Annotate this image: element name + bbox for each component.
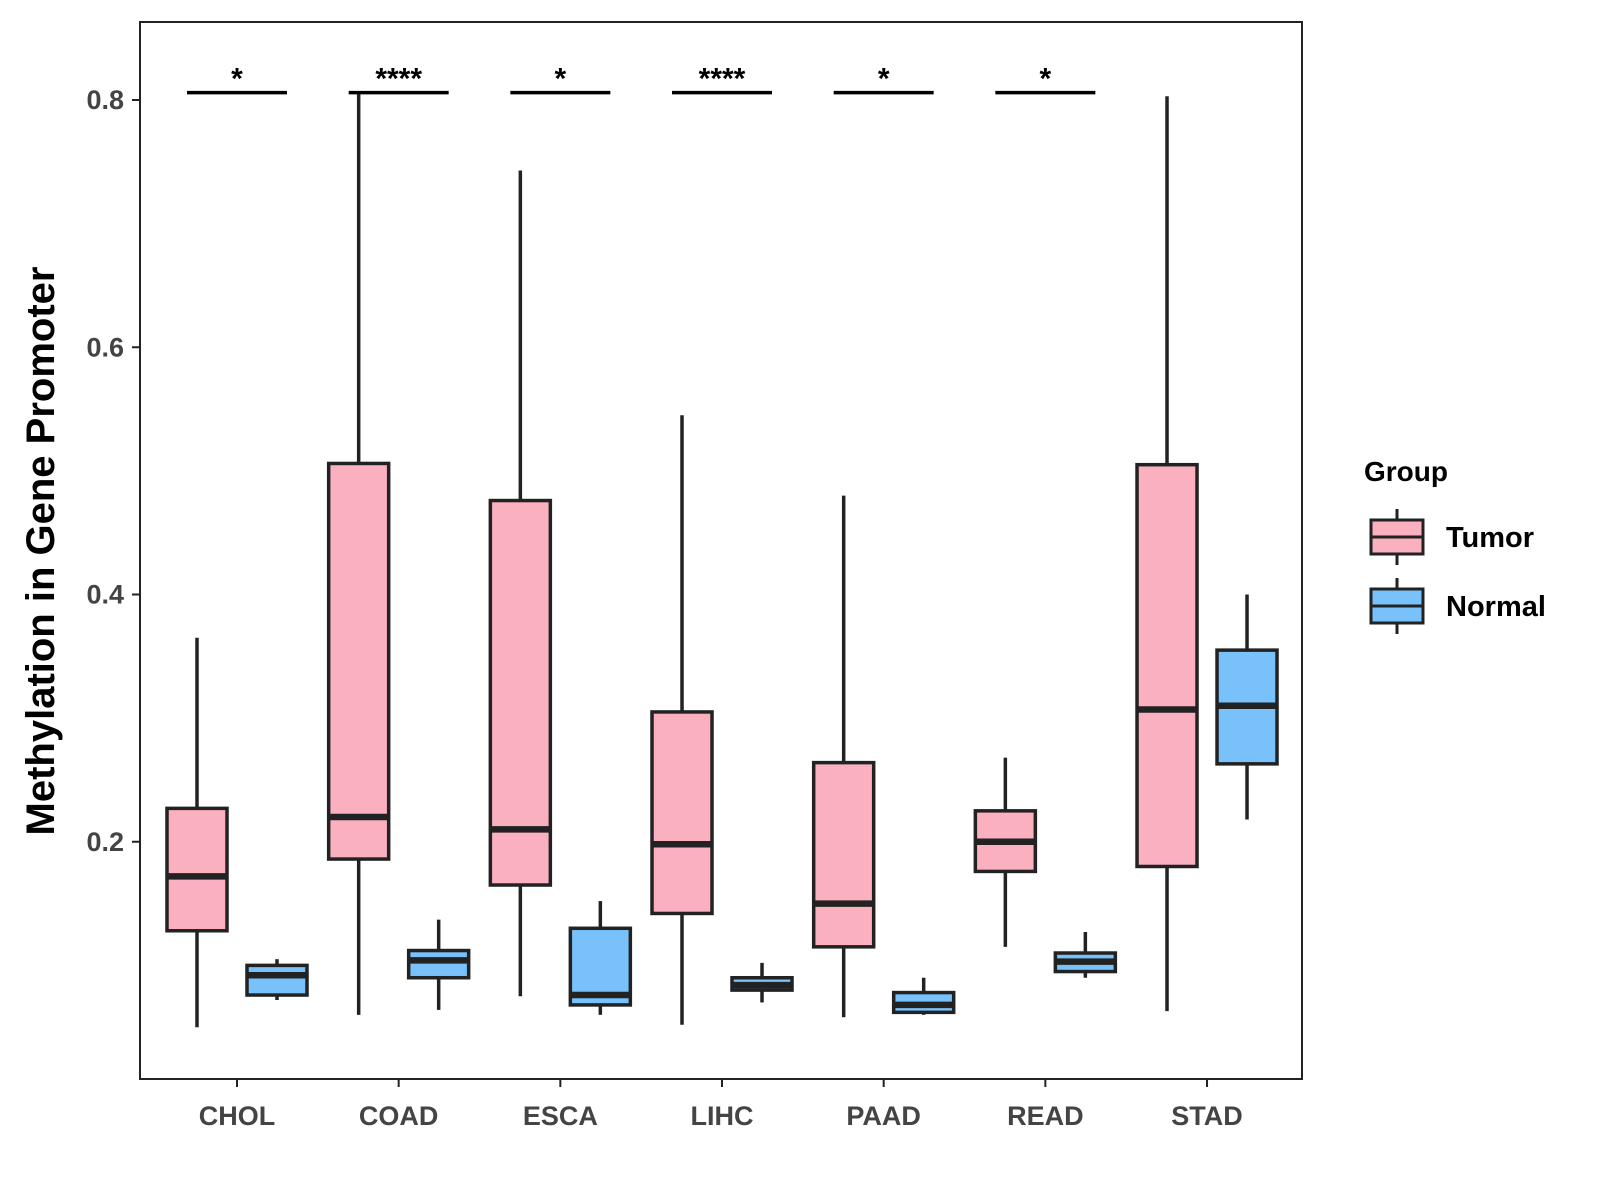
box-iqr bbox=[406, 948, 471, 980]
x-tick-label: PAAD bbox=[846, 1101, 921, 1131]
x-tick-label: READ bbox=[1007, 1101, 1084, 1131]
significance-lihc: **** bbox=[672, 63, 773, 96]
y-tick-label: 0.2 bbox=[86, 827, 124, 857]
significance-chol: * bbox=[187, 63, 287, 96]
x-axis: CHOL COAD ESCA LIHC PAAD READ STAD bbox=[199, 1079, 1243, 1131]
legend-item-normal: Normal bbox=[1369, 578, 1546, 634]
y-tick-label: 0.6 bbox=[86, 332, 124, 362]
x-tick-label: COAD bbox=[359, 1101, 439, 1131]
box-iqr bbox=[245, 963, 309, 997]
box-normal-lihc bbox=[730, 962, 794, 1003]
box-iqr bbox=[650, 710, 714, 916]
significance-read: * bbox=[995, 63, 1096, 96]
box-iqr bbox=[326, 461, 391, 861]
box-tumor-coad bbox=[326, 92, 391, 1015]
box-iqr bbox=[488, 498, 553, 887]
significance-label: * bbox=[1040, 63, 1052, 96]
box-normal-paad bbox=[891, 977, 956, 1015]
plot-panel-border bbox=[139, 21, 1303, 1080]
box-tumor-stad bbox=[1135, 96, 1199, 1012]
legend-label: Normal bbox=[1446, 591, 1546, 623]
box-tumor-lihc bbox=[650, 415, 714, 1025]
box-normal-read bbox=[1053, 931, 1118, 978]
y-axis-title: Methylation in Gene Promoter bbox=[19, 267, 63, 836]
legend: Group Tumor Normal bbox=[1364, 456, 1546, 634]
significance-layer: * **** * **** * * bbox=[187, 63, 1096, 96]
box-normal-stad bbox=[1215, 594, 1279, 820]
x-tick-label: CHOL bbox=[199, 1101, 276, 1131]
box-iqr bbox=[165, 806, 229, 933]
legend-title: Group bbox=[1364, 456, 1448, 487]
box-normal-esca bbox=[568, 901, 633, 1015]
box-tumor-esca bbox=[488, 170, 553, 997]
y-axis: 0.2 0.4 0.6 0.8 bbox=[86, 85, 140, 857]
box-tumor-read bbox=[973, 757, 1038, 947]
box-iqr bbox=[811, 760, 876, 949]
x-tick-label: LIHC bbox=[691, 1101, 754, 1131]
significance-paad: * bbox=[833, 63, 934, 96]
x-tick-label: STAD bbox=[1171, 1101, 1243, 1131]
significance-label: **** bbox=[699, 63, 746, 96]
boxes-layer bbox=[165, 92, 1279, 1028]
legend-label: Tumor bbox=[1446, 522, 1534, 554]
significance-label: * bbox=[554, 63, 566, 96]
box-tumor-paad bbox=[811, 495, 876, 1018]
box-tumor-chol bbox=[165, 637, 229, 1028]
significance-label: **** bbox=[375, 63, 422, 96]
significance-coad: **** bbox=[348, 63, 449, 96]
legend-item-tumor: Tumor bbox=[1369, 509, 1534, 565]
y-tick-label: 0.8 bbox=[86, 85, 124, 115]
box-iqr bbox=[1135, 462, 1199, 869]
x-tick-label: ESCA bbox=[523, 1101, 598, 1131]
y-tick-label: 0.4 bbox=[86, 580, 124, 610]
significance-esca: * bbox=[510, 63, 611, 96]
box-normal-coad bbox=[406, 919, 471, 1010]
box-normal-chol bbox=[245, 959, 309, 1000]
significance-label: * bbox=[878, 63, 890, 96]
significance-label: * bbox=[231, 63, 243, 96]
